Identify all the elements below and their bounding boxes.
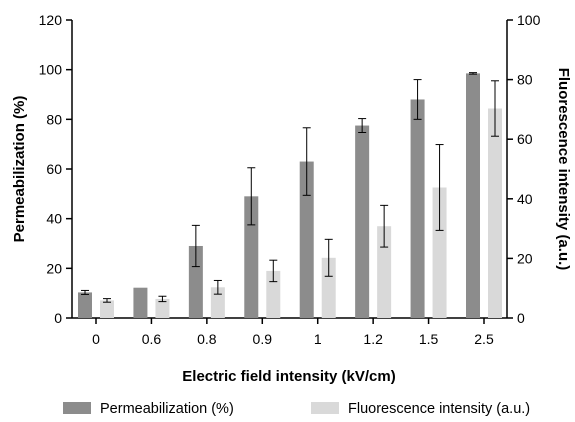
x-tick-label: 2.5 (474, 331, 494, 347)
y-axis-left-ticks: 0 20 40 60 80 100 120 (39, 12, 72, 326)
bar-permeabilization (133, 287, 148, 318)
bar-fluorescence (377, 226, 392, 318)
legend-label-fluorescence: Fluorescence intensity (a.u.) (348, 401, 530, 417)
x-tick-label: 1.5 (419, 331, 439, 347)
legend: Permeabilization (%) Fluorescence intens… (63, 401, 530, 417)
bar-fluorescence (266, 270, 281, 318)
bar-fluorescence (100, 300, 114, 318)
y-right-tick-label: 0 (517, 310, 525, 326)
error-bars (81, 72, 499, 303)
bar-fluorescence (321, 257, 336, 318)
y-axis-left-title: Permeabilization (%) (11, 96, 28, 243)
bar-permeabilization (410, 99, 425, 318)
y-left-tick-label: 80 (46, 111, 62, 127)
legend-swatch-permeabilization (63, 402, 91, 414)
bar-permeabilization (244, 196, 259, 318)
bar-permeabilization (466, 73, 480, 319)
bar-permeabilization (188, 245, 203, 318)
x-tick-label: 1 (314, 331, 322, 347)
y-left-tick-label: 0 (54, 310, 62, 326)
bar-fluorescence (210, 287, 225, 318)
bar-permeabilization (299, 161, 314, 318)
x-tick-label: 1.2 (363, 331, 383, 347)
y-axis-right-ticks: 0 20 40 60 80 100 (507, 12, 541, 326)
y-right-tick-label: 80 (517, 72, 533, 88)
legend-label-permeabilization: Permeabilization (%) (100, 401, 234, 417)
legend-swatch-fluorescence (311, 402, 339, 414)
bar-fluorescence (155, 298, 170, 318)
x-tick-label: 0.8 (197, 331, 217, 347)
y-left-tick-label: 60 (46, 161, 62, 177)
y-right-tick-label: 40 (517, 191, 533, 207)
x-tick-label: 0.9 (253, 331, 273, 347)
y-left-tick-label: 40 (46, 211, 62, 227)
y-right-tick-label: 100 (517, 12, 541, 28)
x-axis-ticks: 0 0.6 0.8 0.9 1 1.2 1.5 2.5 (92, 318, 494, 347)
bar-permeabilization (78, 292, 92, 318)
x-axis-title: Electric field intensity (kV/cm) (182, 368, 395, 385)
y-right-tick-label: 60 (517, 131, 533, 147)
y-left-tick-label: 120 (39, 12, 63, 28)
y-right-tick-label: 20 (517, 250, 533, 266)
y-left-tick-label: 100 (39, 62, 63, 78)
y-left-tick-label: 20 (46, 260, 62, 276)
bar-permeabilization (355, 125, 370, 319)
y-axis-right-title: Fluorescence intensity (a.u.) (555, 68, 572, 271)
x-tick-label: 0 (92, 331, 100, 347)
bar-fluorescence (432, 187, 447, 318)
x-tick-label: 0.6 (142, 331, 162, 347)
bar-marks (78, 73, 502, 319)
bar-fluorescence (488, 108, 502, 318)
